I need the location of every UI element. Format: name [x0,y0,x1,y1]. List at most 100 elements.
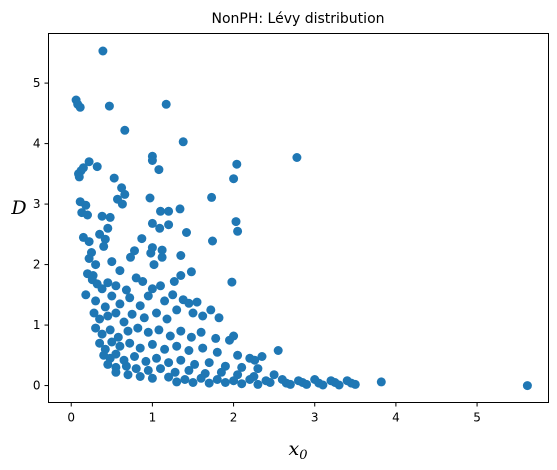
scatter-point-84 [125,293,135,303]
scatter-point-55 [84,254,94,263]
scatter-point-73 [121,285,131,295]
scatter-point-67 [81,290,91,300]
scatter-point-110 [123,326,133,336]
scatter-point-64 [176,251,186,260]
scatter-point-78 [169,277,179,286]
scatter-point-169 [164,372,174,382]
scatter-point-166 [123,370,133,380]
scatter-point-45 [208,236,217,246]
scatter-point-31 [156,206,165,216]
scatter-point-90 [184,298,194,308]
x-tick-label-4: 4 [392,411,400,425]
scatter-point-6 [120,125,130,135]
scatter-point-58 [126,252,135,262]
scatter-point-71 [103,278,113,288]
scatter-point-91 [192,297,202,307]
scatter-point-117 [196,327,206,337]
scatter-point-143 [141,356,151,366]
scatter-point-188 [376,377,386,387]
scatter-point-75 [138,277,148,286]
scatter-point-51 [130,246,139,256]
scatter-point-115 [176,326,186,336]
scatter-point-140 [111,349,121,359]
scatter-point-165 [111,367,121,377]
scatter-point-3 [75,102,85,112]
scatter-point-87 [160,296,170,306]
scatter-point-10 [78,163,88,173]
scatter-point-47 [84,237,94,247]
scatter-point-126 [135,343,145,353]
scatter-point-95 [111,308,121,318]
scatter-point-121 [95,338,105,348]
scatter-point-174 [245,375,255,384]
scatter-point-79 [227,277,237,287]
x-axis-label-subscript: 0 [299,448,307,463]
x-tick-label-2: 2 [230,411,238,425]
scatter-point-199 [172,377,182,387]
scatter-point-7 [178,137,188,147]
y-tick-label-2: 2 [33,258,41,272]
scatter-point-66 [186,267,196,277]
y-tick-label-3: 3 [33,197,41,211]
plot-area-frame [48,33,549,403]
x-axis-label: x0 [289,438,308,463]
scatter-point-152 [103,359,113,369]
scatter-point-150 [237,362,247,372]
scatter-point-23 [117,199,127,209]
scatter-point-112 [143,327,153,337]
scatter-point-19 [109,173,119,183]
scatter-point-50 [99,241,109,251]
scatter-point-63 [149,260,159,270]
scatter-point-35 [105,212,115,222]
scatter-point-128 [160,344,170,354]
scatter-point-33 [83,210,92,220]
scatter-point-82 [107,291,117,301]
scatter-point-148 [204,358,214,368]
scatter-point-62 [115,266,125,276]
x-axis-label-main: x [289,438,300,460]
scatter-point-28 [145,193,155,203]
scatter-point-94 [103,311,113,321]
chart-title: NonPH: Lévy distribution [211,11,384,27]
scatter-point-173 [229,376,239,386]
scatter-point-85 [135,301,145,311]
x-tick-label-1: 1 [149,411,157,425]
scatter-point-144 [152,353,161,363]
scatter-point-102 [188,308,198,318]
scatter-point-81 [100,302,110,312]
scatter-point-86 [143,291,153,301]
scatter-point-147 [190,359,200,369]
scatter-point-130 [184,346,194,355]
scatter-point-107 [97,329,107,339]
scatter-point-70 [97,284,107,294]
scatter-point-170 [180,375,190,384]
scatter-point-132 [212,347,222,357]
scatter-point-54 [157,245,167,255]
y-axis-ticks: 0 1 2 3 4 5 [33,76,49,393]
scatter-point-4 [104,101,114,111]
scatter-point-18 [154,165,164,175]
x-tick-label-5: 5 [473,411,481,425]
scatter-point-127 [147,339,157,349]
scatter-point-197 [318,380,328,390]
scatter-point-88 [168,290,178,300]
scatter-point-25 [207,192,217,202]
scatter-point-103 [198,311,208,321]
scatter-point-191 [204,378,214,388]
scatter-point-48 [137,234,147,244]
scatter-point-116 [186,332,196,342]
scatter-point-30 [164,206,174,216]
scatter-point-24 [229,174,239,184]
scatter-point-42 [100,234,110,244]
scatter-point-106 [91,323,101,333]
scatter-point-196 [302,379,312,389]
scatter-point-56 [91,260,101,270]
scatter-point-135 [257,352,267,361]
scatter-point-158 [170,367,180,377]
scatter-point-118 [211,333,221,343]
data-points [71,46,532,391]
y-tick-label-4: 4 [33,137,41,151]
y-tick-label-5: 5 [33,76,41,90]
scatter-point-171 [196,373,206,383]
scatter-point-72 [111,281,121,291]
